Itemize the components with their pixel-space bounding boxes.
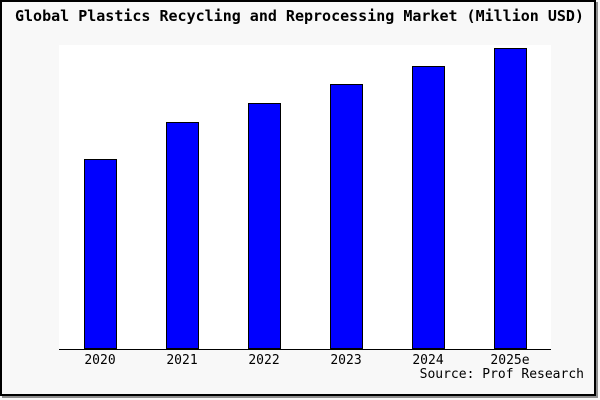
bar-2022 bbox=[247, 103, 281, 349]
bar-slot-2020 bbox=[59, 45, 141, 349]
x-tick-label-2022: 2022 bbox=[248, 353, 280, 368]
x-tick-label-2024: 2024 bbox=[412, 353, 444, 368]
bar-slot-2023 bbox=[305, 45, 387, 349]
source-note: Source: Prof Research bbox=[419, 367, 584, 382]
bar-slot-2021 bbox=[141, 45, 223, 349]
plot-area bbox=[59, 45, 551, 350]
x-tick-label-2023: 2023 bbox=[330, 353, 362, 368]
bar-2024 bbox=[411, 66, 445, 349]
bar-2021 bbox=[165, 122, 199, 349]
x-tick-label-2020: 2020 bbox=[84, 353, 116, 368]
bar-2025e bbox=[493, 48, 527, 349]
x-axis-tick-row: 2020 2021 2022 2023 2024 2025e bbox=[59, 353, 551, 368]
chart-title: Global Plastics Recycling and Reprocessi… bbox=[15, 7, 584, 25]
bars-row bbox=[59, 45, 551, 349]
x-tick-label-2021: 2021 bbox=[166, 353, 198, 368]
x-tick-label-2025e: 2025e bbox=[490, 353, 530, 368]
bar-2023 bbox=[329, 84, 363, 349]
bar-2020 bbox=[83, 159, 117, 349]
bar-slot-2022 bbox=[223, 45, 305, 349]
bar-slot-2024 bbox=[387, 45, 469, 349]
bar-slot-2025e bbox=[469, 45, 551, 349]
